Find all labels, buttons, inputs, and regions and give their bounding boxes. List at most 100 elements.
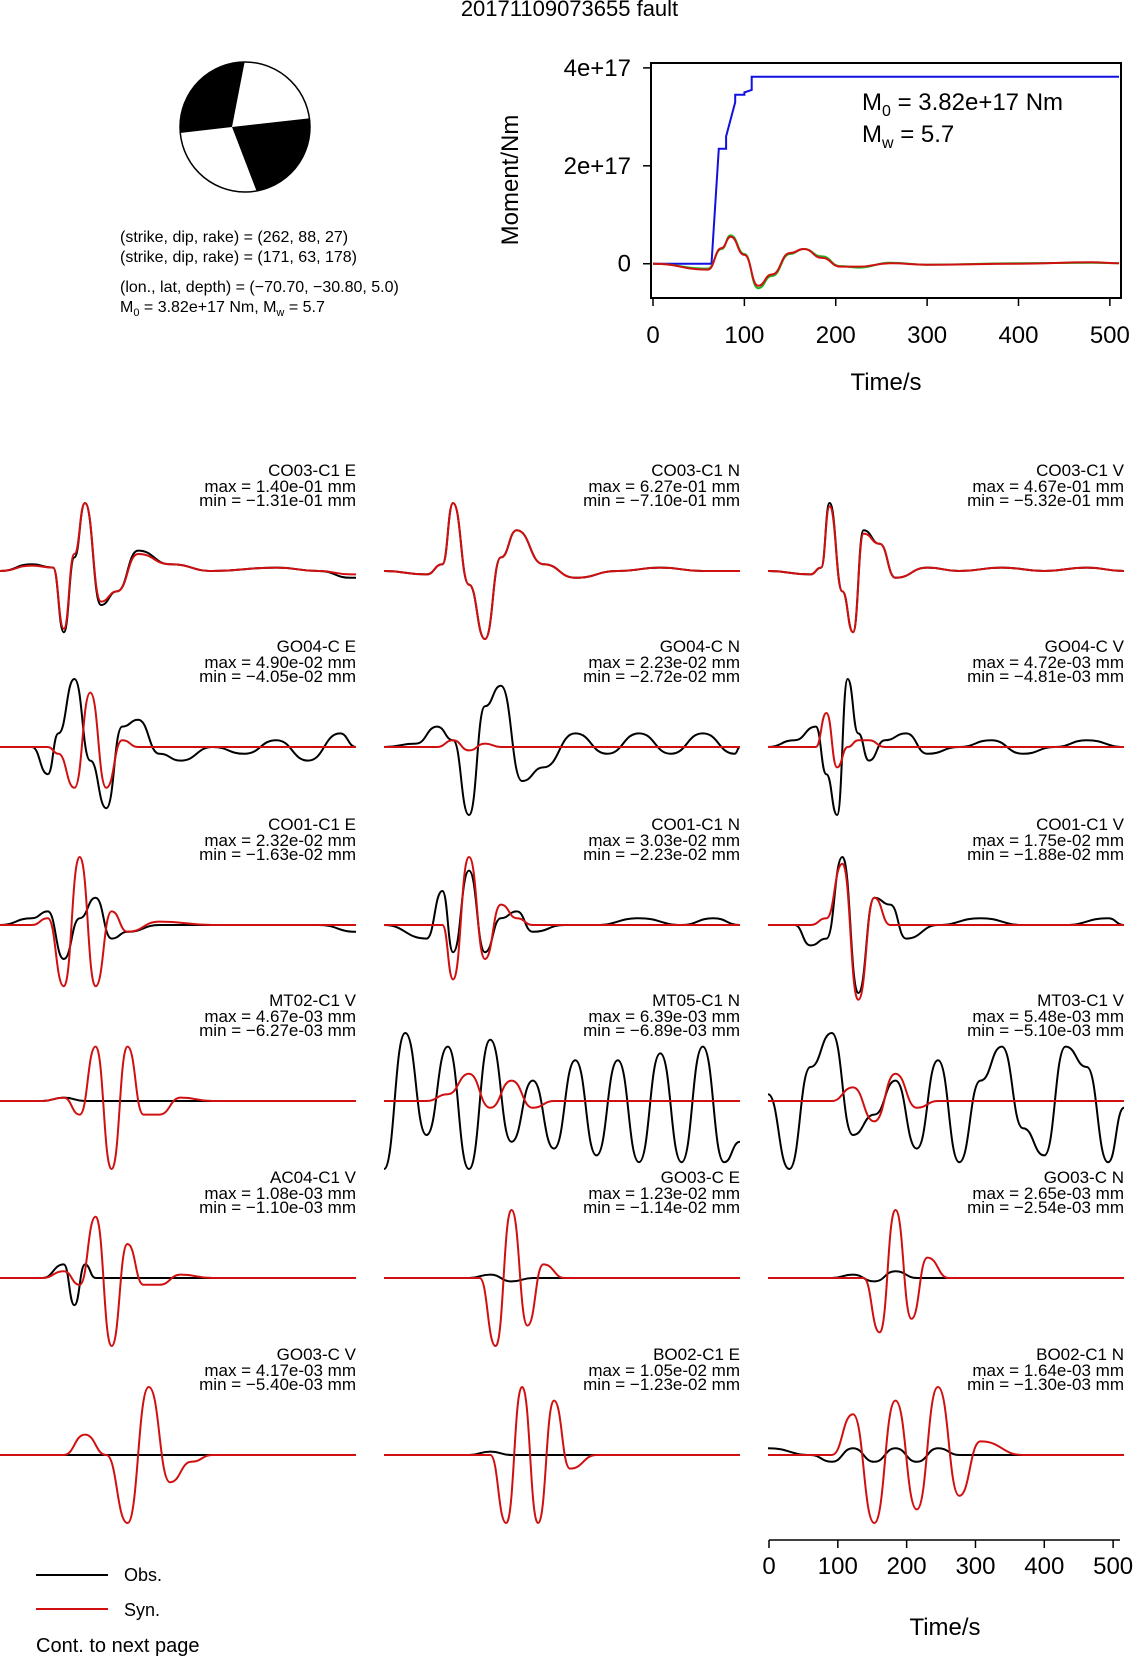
max-label: max = 4.90e-02 mm [204,653,356,672]
max-label: max = 3.03e-02 mm [588,831,740,850]
syn-trace [384,1072,740,1109]
bottom-xtick-label: 500 [1093,1553,1133,1580]
syn-trace [0,501,356,630]
obs-trace [0,677,357,810]
footer-text: Cont. to next page [36,1635,199,1657]
station-label: GO03-C E [661,1168,740,1187]
station-label: MT05-C1 N [652,991,740,1010]
station-label: MT03-C1 V [1037,991,1125,1010]
max-label: max = 4.72e-03 mm [972,653,1124,672]
station-label: GO03-C N [1044,1168,1124,1187]
syn-trace [0,855,356,988]
min-label: min = −6.89e-03 mm [583,1021,740,1040]
min-label: min = −5.40e-03 mm [199,1375,356,1394]
syn-trace [768,1385,1124,1525]
station-label: CO01-C1 E [268,815,356,834]
syn-trace [767,505,1125,634]
max-label: max = 2.65e-03 mm [972,1184,1124,1203]
moment-xlabel: Time/s [850,369,921,396]
min-label: min = −2.23e-02 mm [583,845,740,864]
max-label: max = 1.40e-01 mm [204,477,356,496]
station-label: AC04-C1 V [270,1168,357,1187]
max-label: max = 2.23e-02 mm [588,653,740,672]
bottom-xtick-label: 300 [955,1553,995,1580]
max-label: max = 4.67e-03 mm [204,1007,356,1026]
syn-trace [383,1208,740,1348]
min-label: min = −7.10e-01 mm [583,491,740,510]
max-label: max = 1.75e-02 mm [972,831,1124,850]
syn-trace [383,855,740,981]
moment-text: M0 = 3.82e+17 Nm, Mw = 5.7 [120,299,325,320]
moment-ylabel: Moment/Nm [497,115,524,246]
plane2-text: (strike, dip, rake) = (171, 63, 178) [120,249,357,266]
moment-xtick-label: 400 [998,322,1038,349]
min-label: min = −1.23e-02 mm [583,1375,740,1394]
moment-plot-frame [650,62,1122,299]
obs-trace [383,869,741,954]
moment-series-0 [653,75,1119,265]
bottom-xlabel: Time/s [909,1614,980,1641]
obs-trace [767,677,1125,817]
station-label: BO02-C1 E [653,1345,740,1364]
min-label: min = −4.05e-02 mm [199,667,356,686]
moment-xtick-label: 500 [1090,322,1130,349]
obs-trace [383,1031,741,1171]
min-label: min = −1.10e-03 mm [199,1198,356,1217]
syn-trace [767,1208,1124,1334]
obs-trace [767,1031,1125,1171]
min-label: min = −2.72e-02 mm [583,667,740,686]
station-label: CO01-C1 V [1036,815,1125,834]
legend-obs-label: Obs. [124,1565,162,1585]
syn-trace [767,711,1124,769]
syn-trace [768,1072,1124,1123]
syn-trace [0,1045,356,1171]
min-label: min = −2.54e-03 mm [967,1198,1124,1217]
max-label: max = 1.08e-03 mm [204,1184,356,1203]
moment-xtick-label: 200 [816,322,856,349]
station-label: CO03-C1 N [651,461,740,480]
max-label: max = 1.64e-03 mm [972,1361,1124,1380]
bottom-xtick-label: 400 [1024,1553,1064,1580]
station-label: BO02-C1 N [1036,1345,1124,1364]
location-text: (lon., lat, depth) = (−70.70, −30.80, 5.… [120,279,399,296]
moment-xtick-label: 100 [724,322,764,349]
max-label: max = 1.05e-02 mm [588,1361,740,1380]
station-label: GO04-C E [277,637,356,656]
m0-annotation: M0 = 3.82e+17 Nm [862,89,1063,120]
moment-ytick-label: 2e+17 [564,153,631,180]
min-label: min = −4.81e-03 mm [967,667,1124,686]
moment-xtick-label: 0 [646,322,659,349]
syn-trace [0,691,356,789]
plane1-text: (strike, dip, rake) = (262, 88, 27) [120,229,349,246]
syn-trace [383,739,740,752]
syn-trace [383,501,740,641]
min-label: min = −1.14e-02 mm [583,1198,740,1217]
max-label: max = 6.27e-01 mm [588,477,740,496]
station-label: CO03-C1 V [1036,461,1125,480]
bottom-xtick-label: 100 [818,1553,858,1580]
syn-trace [767,862,1124,1001]
moment-series-2 [652,235,1120,287]
syn-trace [0,1385,356,1525]
min-label: min = −6.27e-03 mm [199,1021,356,1040]
obs-trace [383,684,741,817]
min-label: min = −1.31e-01 mm [199,491,356,510]
